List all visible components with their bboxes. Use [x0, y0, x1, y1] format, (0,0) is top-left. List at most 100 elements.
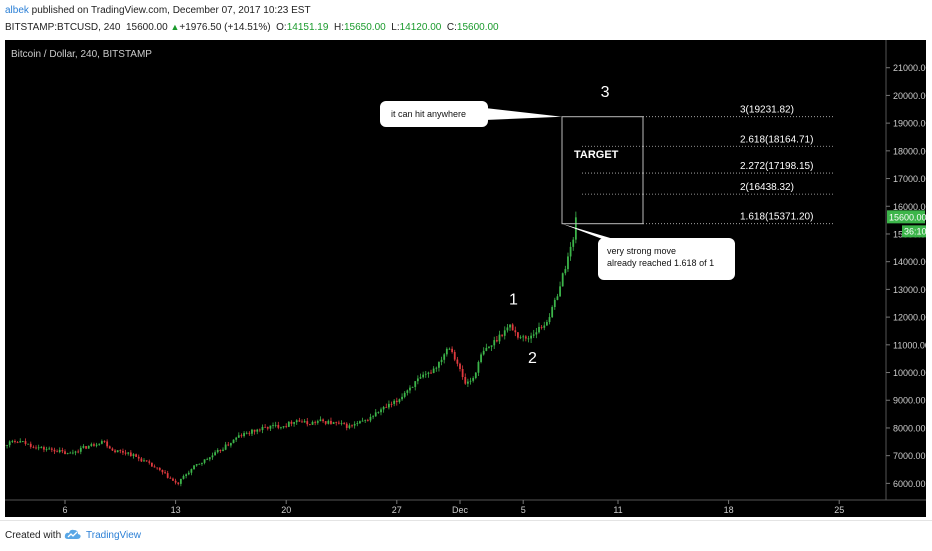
time-tick-label: 13	[171, 505, 181, 515]
callout-bottom-text-2: already reached 1.618 of 1	[607, 258, 714, 268]
candle-body	[322, 419, 324, 421]
price-axis[interactable]: 21000.0020000.0019000.0018000.0017000.00…	[886, 40, 926, 517]
candle-body	[130, 452, 132, 456]
callout-bottom-text-1: very strong move	[607, 246, 676, 256]
candle-body	[549, 317, 551, 322]
candle-body	[264, 427, 266, 428]
candle-body	[493, 340, 495, 345]
candle-body	[509, 325, 511, 328]
chart-area[interactable]: Bitcoin / Dollar, 240, BITSTAMP 3(19231.…	[5, 40, 926, 517]
candle-body	[325, 421, 327, 424]
candle-body	[514, 330, 516, 332]
candle-body	[557, 296, 559, 300]
candle-body	[459, 364, 461, 369]
candle-body	[22, 441, 24, 442]
candle-body	[198, 464, 200, 465]
candle-body	[343, 423, 345, 424]
candle-body	[333, 422, 335, 424]
candle-body	[148, 461, 150, 462]
candle-body	[75, 452, 77, 453]
candle-body	[475, 373, 477, 378]
candle-body	[51, 449, 53, 450]
candle-body	[175, 481, 177, 483]
candle-body	[396, 401, 398, 402]
candle-body	[262, 427, 264, 430]
candle-body	[559, 286, 561, 296]
time-tick-label: 25	[834, 505, 844, 515]
price-tick-label: 11000.00	[893, 340, 926, 350]
price-tick-label: 6000.00	[893, 479, 926, 489]
candle-body	[85, 446, 87, 448]
candle-body	[341, 423, 343, 424]
candle-body	[480, 354, 482, 362]
candle-body	[19, 441, 21, 442]
candle-body	[375, 412, 377, 416]
candle-body	[33, 447, 35, 448]
candle-body	[351, 425, 353, 426]
candle-body	[238, 435, 240, 437]
candle-body	[17, 442, 19, 443]
wave-label-2: 2	[528, 350, 537, 367]
ohlc-line: BITSTAMP:BTCUSD, 240 15600.00 ▲+1976.50 …	[5, 22, 499, 33]
candle-body	[391, 404, 393, 405]
candle-body	[206, 459, 208, 460]
candle-body	[446, 349, 448, 354]
candle-body	[204, 459, 206, 462]
candle-body	[346, 424, 348, 428]
candle-body	[291, 422, 293, 424]
candle-body	[422, 375, 424, 378]
tradingview-link[interactable]: TradingView	[86, 530, 141, 541]
candle-body	[370, 417, 372, 421]
symbol-label: BITSTAMP:BTCUSD, 240	[5, 22, 120, 33]
candle-body	[454, 352, 456, 360]
candle-body	[101, 441, 103, 444]
candle-body	[356, 423, 358, 424]
low-value: 14120.00	[400, 22, 442, 33]
candle-body	[114, 451, 116, 453]
candle-body	[364, 420, 366, 421]
candle-body	[412, 387, 414, 388]
candle-body	[435, 368, 437, 369]
open-label: O:	[276, 22, 287, 33]
candle-body	[491, 345, 493, 347]
candle-body	[112, 449, 114, 451]
candle-body	[222, 450, 224, 451]
candle-body	[301, 422, 303, 423]
candle-body	[96, 445, 98, 446]
candle-body	[11, 441, 13, 442]
candle-body	[335, 422, 337, 423]
time-tick-label: 5	[521, 505, 526, 515]
candlestick-chart[interactable]: Bitcoin / Dollar, 240, BITSTAMP 3(19231.…	[5, 40, 926, 517]
close-label: C:	[447, 22, 457, 33]
fib-level-label: 2.618(18164.71)	[740, 134, 813, 145]
candle-body	[117, 450, 119, 452]
wave-label-3: 3	[601, 84, 610, 101]
candle-body	[243, 433, 245, 436]
candle-body	[169, 478, 171, 479]
candle-body	[517, 332, 519, 337]
price-tick-label: 7000.00	[893, 451, 926, 461]
candle-body	[30, 444, 32, 447]
candle-body	[164, 472, 166, 473]
candle-body	[388, 404, 390, 408]
candle-body	[456, 360, 458, 364]
candle-body	[433, 369, 435, 373]
candle-body	[349, 425, 351, 428]
candle-body	[162, 470, 164, 472]
candle-body	[472, 378, 474, 381]
candle-body	[235, 438, 237, 440]
candle-body	[43, 447, 45, 449]
footer: Created with TradingView	[0, 520, 932, 551]
price-change: +1976.50 (+14.51%)	[179, 22, 270, 33]
target-box[interactable]	[562, 117, 643, 224]
candle-body	[406, 390, 408, 392]
fib-extension-tool[interactable]: 3(19231.82)2.618(18164.71)2.272(17198.15…	[562, 105, 833, 224]
candle-body	[280, 427, 282, 428]
candle-body	[546, 322, 548, 325]
candle-body	[201, 463, 203, 464]
high-value: 15650.00	[344, 22, 386, 33]
candle-body	[54, 450, 56, 452]
candle-body	[367, 420, 369, 421]
author-link[interactable]: albek	[5, 5, 29, 16]
